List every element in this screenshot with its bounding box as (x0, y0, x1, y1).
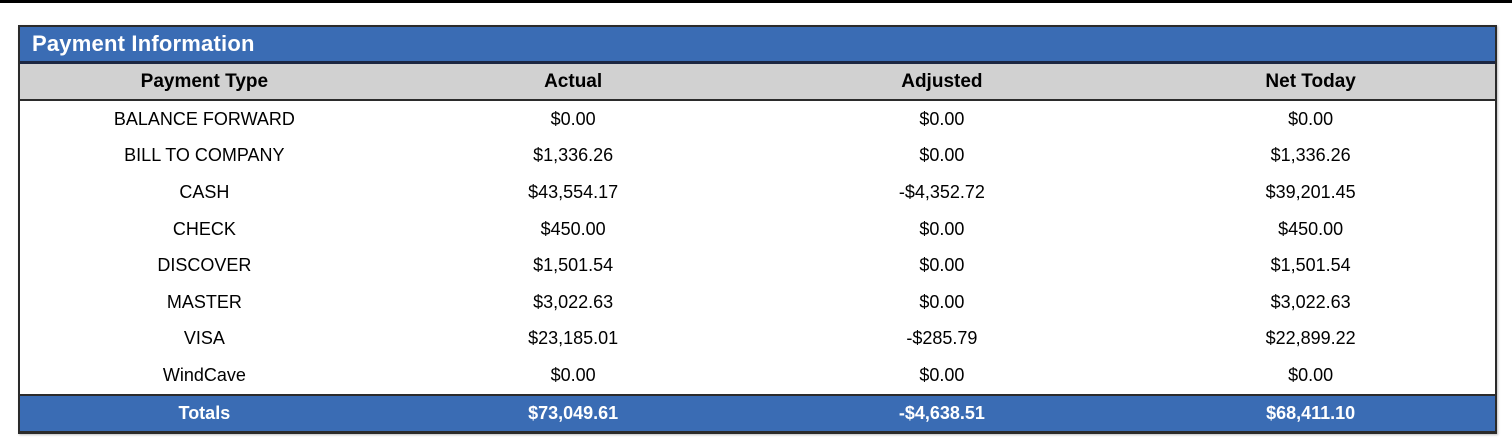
column-header-actual: Actual (544, 70, 603, 92)
table-row-balance-forward: BALANCE FORWARD $0.00 $0.00 $0.00 (20, 101, 1495, 138)
payment-type-cell: CHECK (172, 218, 236, 239)
table-totals-row: Totals $73,049.61 -$4,638.51 $68,411.10 (20, 393, 1495, 431)
totals-adjusted: -$4,638.51 (898, 402, 985, 423)
table-row-visa: VISA $23,185.01 -$285.79 $22,899.22 (20, 320, 1495, 358)
payment-type-cell: BILL TO COMPANY (124, 145, 285, 166)
table-row-cash: CASH $43,554.17 -$4,352.72 $39,201.45 (20, 174, 1495, 211)
actual-cell: $43,554.17 (528, 181, 619, 202)
adjusted-cell: $0.00 (919, 108, 965, 129)
net-today-cell: $1,336.26 (1270, 145, 1351, 166)
table-row-discover: DISCOVER $1,501.54 $0.00 $1,501.54 (20, 247, 1495, 284)
actual-cell: $23,185.01 (528, 328, 619, 349)
payment-type-cell: MASTER (166, 291, 242, 312)
actual-cell: $1,336.26 (533, 145, 614, 166)
table-row-bill-to-company: BILL TO COMPANY $1,336.26 $0.00 $1,336.2… (20, 137, 1495, 175)
totals-actual: $73,049.61 (528, 402, 619, 423)
net-today-cell: $22,899.22 (1265, 328, 1356, 349)
adjusted-cell: $0.00 (919, 291, 965, 312)
table-body: BALANCE FORWARD $0.00 $0.00 $0.00 BILL T… (20, 101, 1495, 394)
top-divider-line (0, 0, 1512, 3)
net-today-cell: $450.00 (1278, 218, 1344, 239)
actual-cell: $0.00 (550, 108, 596, 129)
table-row-check: CHECK $450.00 $0.00 $450.00 (20, 210, 1495, 248)
table-row-master: MASTER $3,022.63 $0.00 $3,022.63 (20, 283, 1495, 321)
table-row-windcave: WindCave $0.00 $0.00 $0.00 (20, 357, 1495, 394)
adjusted-cell: $0.00 (919, 218, 965, 239)
adjusted-cell: -$4,352.72 (898, 181, 985, 202)
totals-net-today: $68,411.10 (1266, 402, 1356, 423)
adjusted-cell: $0.00 (919, 145, 965, 166)
payment-type-cell: WindCave (162, 364, 246, 385)
payment-type-cell: DISCOVER (157, 255, 252, 276)
column-header-payment-type: Payment Type (140, 70, 269, 92)
adjusted-cell: -$285.79 (906, 328, 978, 349)
column-header-net-today: Net Today (1265, 70, 1356, 92)
totals-label: Totals (178, 402, 231, 423)
payment-information-table: Payment Information Payment Type Actual … (18, 25, 1497, 434)
adjusted-cell: $0.00 (919, 364, 965, 385)
actual-cell: $3,022.63 (533, 291, 614, 312)
table-title-bar: Payment Information (20, 27, 1495, 64)
net-today-cell: $3,022.63 (1270, 291, 1351, 312)
net-today-cell: $0.00 (1288, 364, 1334, 385)
net-today-cell: $1,501.54 (1270, 255, 1351, 276)
payment-type-cell: CASH (179, 181, 230, 202)
actual-cell: $0.00 (550, 364, 596, 385)
adjusted-cell: $0.00 (919, 255, 965, 276)
actual-cell: $1,501.54 (533, 255, 614, 276)
table-header-row: Payment Type Actual Adjusted Net Today (20, 64, 1495, 101)
net-today-cell: $39,201.45 (1265, 181, 1356, 202)
payment-type-cell: VISA (183, 328, 225, 349)
column-header-adjusted: Adjusted (901, 70, 983, 92)
net-today-cell: $0.00 (1288, 108, 1334, 129)
table-title: Payment Information (32, 31, 255, 56)
payment-type-cell: BALANCE FORWARD (113, 108, 295, 129)
actual-cell: $450.00 (540, 218, 606, 239)
